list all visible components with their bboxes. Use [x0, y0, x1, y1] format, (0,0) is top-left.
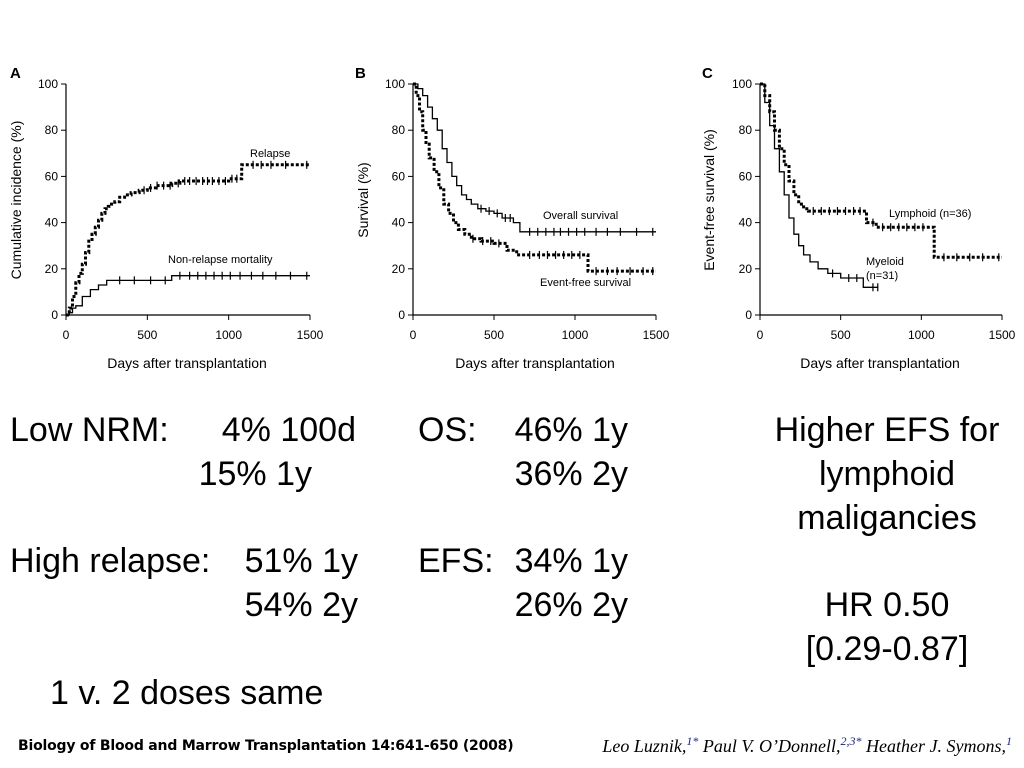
- author-3: Heather J. Symons,: [866, 736, 1006, 756]
- relapse-2y: 54% 2y: [244, 586, 358, 624]
- series-line-1: [760, 82, 1002, 259]
- x-tick-label: 1000: [908, 328, 935, 342]
- nrm-100d: 4% 100d: [221, 411, 356, 449]
- y-tick-label: 40: [45, 216, 59, 230]
- os-1y: 46% 1y: [514, 411, 628, 449]
- efs-2y: 26% 2y: [514, 586, 628, 624]
- panel-b-xlabel: Days after transplantation: [455, 355, 615, 371]
- panel-a-label-nrm: Non-relapse mortality: [168, 254, 273, 266]
- x-tick-label: 1500: [643, 328, 670, 342]
- y-tick-label: 20: [739, 262, 753, 276]
- y-tick-label: 20: [392, 262, 406, 276]
- y-tick-label: 60: [45, 169, 59, 183]
- panel-b-ylabel: Survival (%): [355, 162, 371, 237]
- panel-a-label-relapse: Relapse: [250, 148, 290, 160]
- series-line-2: [760, 83, 878, 288]
- series-line-1: [66, 163, 310, 317]
- author-3-affil: 1: [1006, 734, 1012, 748]
- y-tick-label: 0: [745, 308, 752, 322]
- os-2y: 36% 2y: [514, 455, 628, 493]
- series-line-1: [413, 83, 656, 233]
- y-tick-label: 40: [739, 216, 753, 230]
- y-tick-label: 80: [45, 123, 59, 137]
- author-2: Paul V. O’Donnell,: [702, 736, 841, 756]
- efs-note-line2: lymphoid: [818, 455, 956, 493]
- panel-c-letter: C: [702, 65, 713, 82]
- panel-c-label-myeloid: Myeloid: [866, 256, 904, 268]
- series-line-2: [66, 275, 310, 316]
- x-tick-label: 0: [63, 328, 70, 342]
- y-tick-label: 0: [51, 308, 58, 322]
- y-tick-label: 100: [38, 77, 58, 91]
- panel-b-label-os: Overall survival: [543, 210, 618, 222]
- y-tick-label: 20: [45, 262, 59, 276]
- y-tick-label: 80: [739, 123, 753, 137]
- author-1-affil: 1*: [686, 734, 699, 748]
- x-tick-label: 0: [410, 328, 417, 342]
- hazard-ratio-ci: [0.29-0.87]: [805, 630, 969, 668]
- author-2-affil: 2,3*: [840, 734, 862, 748]
- x-tick-label: 1500: [297, 328, 324, 342]
- y-tick-label: 60: [739, 169, 753, 183]
- panel-a-xlabel: Days after transplantation: [107, 355, 267, 371]
- y-tick-label: 100: [732, 77, 752, 91]
- efs-note-line1: Higher EFS for: [774, 411, 1000, 449]
- y-tick-label: 60: [392, 169, 406, 183]
- y-tick-label: 100: [385, 77, 405, 91]
- relapse-label: High relapse:: [10, 542, 211, 580]
- x-tick-label: 1500: [989, 328, 1016, 342]
- efs-1y: 34% 1y: [514, 542, 628, 580]
- panel-c-xlabel: Days after transplantation: [800, 355, 960, 371]
- os-label: OS:: [418, 411, 477, 449]
- y-tick-label: 0: [398, 308, 405, 322]
- x-tick-label: 500: [831, 328, 851, 342]
- panel-b-letter: B: [355, 65, 366, 82]
- efs-label: EFS:: [418, 542, 494, 580]
- panel-c-ylabel: Event-free survival (%): [701, 129, 717, 271]
- x-tick-label: 500: [484, 328, 504, 342]
- doses-note: 1 v. 2 doses same: [50, 674, 324, 712]
- nrm-1y: 15% 1y: [198, 455, 312, 493]
- y-tick-label: 80: [392, 123, 406, 137]
- nrm-label: Low NRM:: [10, 411, 169, 449]
- panel-b-label-efs: Event-free survival: [540, 277, 631, 289]
- panel-c-label-myeloid-n: (n=31): [866, 270, 898, 282]
- panel-a-ylabel: Cumulative incidence (%): [8, 121, 24, 280]
- panel-a-letter: A: [10, 65, 21, 82]
- km-charts: A Cumulative incidence (%) Days after tr…: [8, 65, 1016, 371]
- y-tick-label: 40: [392, 216, 406, 230]
- relapse-1y: 51% 1y: [244, 542, 358, 580]
- panel-a-chart: A Cumulative incidence (%) Days after tr…: [8, 65, 324, 371]
- panel-b-chart: B Survival (%) Days after transplantatio…: [355, 65, 670, 371]
- x-tick-label: 1000: [562, 328, 589, 342]
- x-tick-label: 1000: [215, 328, 242, 342]
- panel-c-chart: C Event-free survival (%) Days after tra…: [701, 65, 1016, 371]
- hazard-ratio: HR 0.50: [824, 586, 950, 624]
- panel-c-label-lymphoid: Lymphoid (n=36): [889, 208, 971, 220]
- efs-note-line3: maligancies: [797, 499, 977, 537]
- author-1: Leo Luznik,: [602, 736, 687, 756]
- journal-citation: Biology of Blood and Marrow Transplantat…: [18, 738, 514, 754]
- authors: Leo Luznik,1* Paul V. O’Donnell,2,3* Hea…: [602, 734, 1012, 757]
- series-line-2: [413, 82, 656, 273]
- x-tick-label: 0: [757, 328, 764, 342]
- x-tick-label: 500: [137, 328, 157, 342]
